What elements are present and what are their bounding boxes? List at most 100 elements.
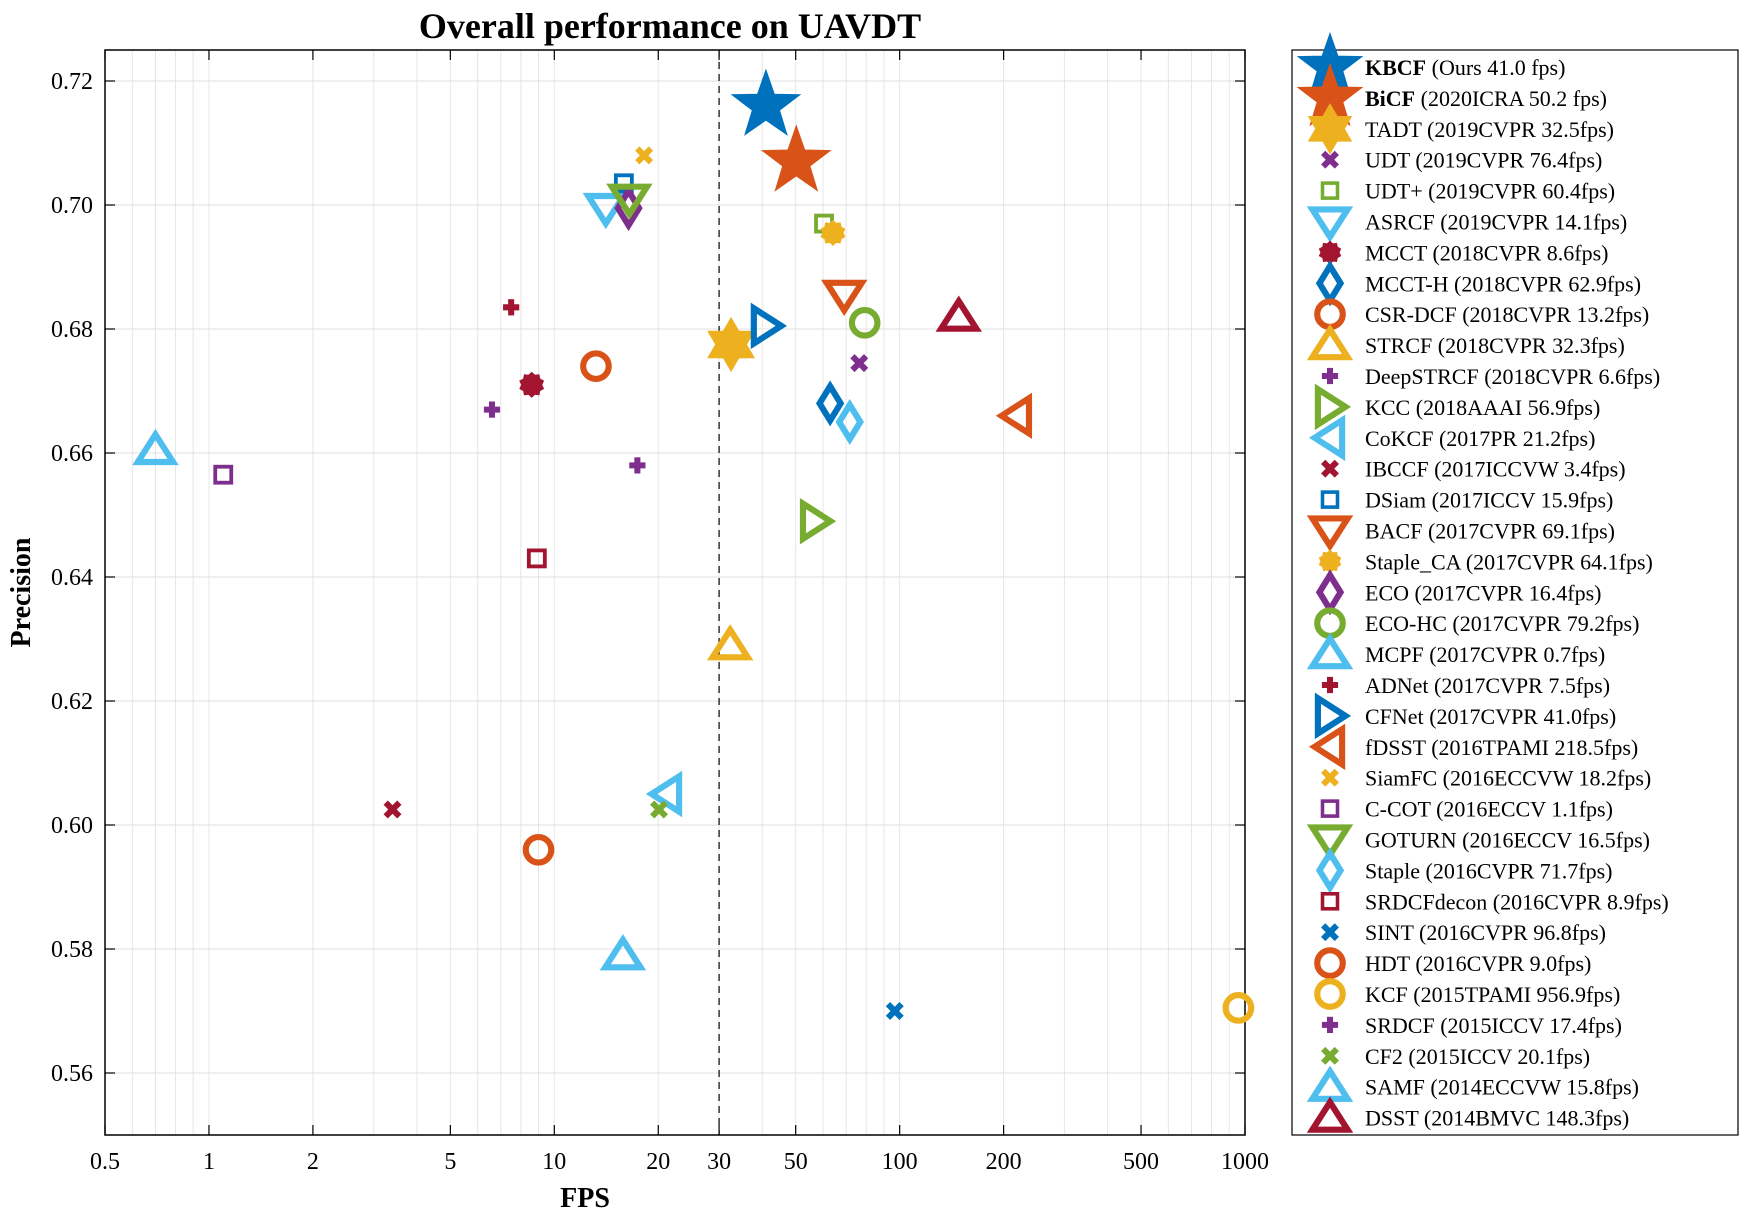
data-point-srdcf: [629, 457, 646, 474]
data-point-mcct-h: [815, 380, 845, 427]
data-point-sint: [885, 1002, 904, 1020]
x-tick-label: 50: [784, 1149, 808, 1175]
legend-marker-c-cot: [1320, 799, 1340, 818]
legend-label: KCC (2018AAAI 56.9fps): [1365, 395, 1600, 420]
legend-label: CSR-DCF (2018CVPR 13.2fps): [1365, 302, 1649, 327]
x-tick-label: 1000: [1221, 1149, 1269, 1175]
legend-series-name: ECO-HC: [1365, 611, 1447, 636]
legend-series-detail: (2014BMVC 148.3fps): [1418, 1106, 1629, 1131]
legend-series-name: CF2: [1365, 1044, 1403, 1069]
legend-marker-cfnet: [1314, 692, 1352, 740]
legend-label: SRDCF (2015ICCV 17.4fps): [1365, 1013, 1622, 1038]
legend-series-detail: (2017CVPR 0.7fps): [1424, 642, 1606, 667]
legend-series-name: SiamFC: [1365, 766, 1437, 791]
legend-label: SRDCFdecon (2016CVPR 8.9fps): [1365, 889, 1669, 914]
legend-series-detail: (2016ECCVW 18.2fps): [1437, 766, 1651, 791]
data-point-mcpf: [132, 428, 179, 466]
x-tick-label: 500: [1123, 1149, 1159, 1175]
legend-label: UDT+ (2019CVPR 60.4fps): [1365, 179, 1615, 204]
legend-label: TADT (2019CVPR 32.5fps): [1365, 117, 1614, 142]
legend-series-name: CoKCF: [1365, 426, 1433, 451]
y-tick-label: 0.62: [51, 689, 93, 715]
legend-marker-bacf: [1306, 515, 1354, 552]
legend-series-name: ECO: [1365, 580, 1409, 605]
legend-marker-srdcfdecon: [1320, 892, 1340, 911]
legend-series-name: SAMF: [1365, 1075, 1425, 1100]
legend-label: GOTURN (2016ECCV 16.5fps): [1365, 828, 1650, 853]
y-tick-label: 0.58: [51, 937, 93, 963]
data-point-bicf: [760, 124, 832, 192]
legend-series-name: GOTURN: [1365, 828, 1457, 853]
legend-label: CoKCF (2017PR 21.2fps): [1365, 426, 1595, 451]
data-point-srdcfdecon: [526, 548, 547, 569]
legend-series-detail: (2020ICRA 50.2 fps): [1415, 86, 1607, 111]
legend-item-kcc: KCC (2018AAAI 56.9fps): [1314, 383, 1600, 431]
data-point-asrcf: [582, 192, 630, 230]
legend-series-name: ASRCF: [1365, 210, 1435, 235]
legend-series-detail: (2018CVPR 62.9fps): [1449, 271, 1642, 296]
legend-item-dsst: DSST (2014BMVC 148.3fps): [1306, 1096, 1629, 1133]
legend-series-name: HDT: [1365, 951, 1411, 976]
legend-marker-tadt: [1307, 103, 1353, 155]
legend-item-adnet: ADNet (2017CVPR 7.5fps): [1321, 673, 1610, 698]
legend-label: SiamFC (2016ECCVW 18.2fps): [1365, 766, 1651, 791]
legend-item-strcf: STRCF (2018CVPR 32.3fps): [1306, 323, 1625, 361]
legend-series-name: STRCF: [1365, 333, 1432, 358]
data-point-csr-dcf: [580, 350, 612, 383]
legend-label: HDT (2016CVPR 9.0fps): [1365, 951, 1591, 976]
legend-marker-cf2: [1321, 1046, 1339, 1065]
legend-series-name: SRDCFdecon: [1365, 889, 1487, 914]
legend-marker-dsiam: [1320, 490, 1340, 509]
data-point-cfnet: [750, 302, 788, 350]
legend-label: ADNet (2017CVPR 7.5fps): [1365, 673, 1610, 698]
legend-label: MCCT-H (2018CVPR 62.9fps): [1365, 271, 1641, 296]
data-point-staple: [835, 398, 864, 446]
legend-label: KBCF (Ours 41.0 fps): [1365, 55, 1565, 80]
data-point-strcf: [706, 624, 754, 661]
legend-label: ECO (2017CVPR 16.4fps): [1365, 580, 1602, 605]
legend-series-name: DeepSTRCF: [1365, 364, 1479, 389]
legend-label: SINT (2016CVPR 96.8fps): [1365, 920, 1606, 945]
legend-series-detail: (2016CVPR 8.9fps): [1487, 889, 1669, 914]
x-tick-label: 0.5: [90, 1149, 120, 1175]
legend-series-detail: (Ours 41.0 fps): [1426, 55, 1565, 80]
legend-marker-kcc: [1314, 383, 1352, 431]
legend-series-name: MCCT-H: [1365, 271, 1449, 296]
legend-series-detail: (2017PR 21.2fps): [1433, 426, 1595, 451]
legend-marker-srdcf: [1321, 1016, 1339, 1033]
legend-item-deepstrcf: DeepSTRCF (2018CVPR 6.6fps): [1321, 364, 1660, 389]
y-tick-label: 0.72: [51, 69, 93, 95]
legend-item-ibccf: IBCCF (2017ICCVW 3.4fps): [1321, 457, 1626, 482]
legend-series-name: KBCF: [1365, 55, 1426, 80]
legend-label: KCF (2015TPAMI 956.9fps): [1365, 982, 1620, 1007]
legend-marker-fdsst: [1308, 723, 1346, 771]
legend-series-detail: (2016CVPR 9.0fps): [1410, 951, 1592, 976]
y-tick-label: 0.66: [51, 441, 93, 467]
legend-item-staple: Staple (2016CVPR 71.7fps): [1315, 847, 1613, 894]
legend-label: ASRCF (2019CVPR 14.1fps): [1365, 210, 1627, 235]
legend-label: BiCF (2020ICRA 50.2 fps): [1365, 86, 1607, 111]
legend-marker-cokcf: [1308, 414, 1346, 462]
legend-marker-kcf: [1314, 978, 1346, 1010]
legend-item-mcct: MCCT (2018CVPR 8.6fps): [1318, 240, 1608, 265]
legend-item-tadt: TADT (2019CVPR 32.5fps): [1307, 103, 1614, 155]
legend-label: STRCF (2018CVPR 32.3fps): [1365, 333, 1625, 358]
legend-label: CFNet (2017CVPR 41.0fps): [1365, 704, 1616, 729]
data-point-deepstrcf: [483, 401, 501, 418]
legend-label: DSST (2014BMVC 148.3fps): [1365, 1106, 1629, 1131]
legend-label: MCCT (2018CVPR 8.6fps): [1365, 240, 1608, 265]
legend-item-udt: UDT (2019CVPR 76.4fps): [1321, 148, 1602, 173]
legend-series-detail: (2017CVPR 79.2fps): [1447, 611, 1640, 636]
data-point-udt: [850, 354, 869, 373]
legend-series-name: MCPF: [1365, 642, 1424, 667]
legend-item-bicf: BiCF (2020ICRA 50.2 fps): [1296, 62, 1607, 127]
legend-series-detail: (2018CVPR 8.6fps): [1427, 240, 1609, 265]
legend-label: Staple (2016CVPR 71.7fps): [1365, 858, 1613, 883]
legend-series-detail: (2019CVPR 14.1fps): [1435, 210, 1628, 235]
legend-marker-staple: [1315, 847, 1345, 894]
legend-item-srdcfdecon: SRDCFdecon (2016CVPR 8.9fps): [1320, 889, 1669, 914]
legend-item-asrcf: ASRCF (2019CVPR 14.1fps): [1306, 206, 1627, 243]
x-tick-label: 2: [307, 1149, 319, 1175]
legend-series-detail: (2019CVPR 32.5fps): [1422, 117, 1615, 142]
legend-label: ECO-HC (2017CVPR 79.2fps): [1365, 611, 1639, 636]
